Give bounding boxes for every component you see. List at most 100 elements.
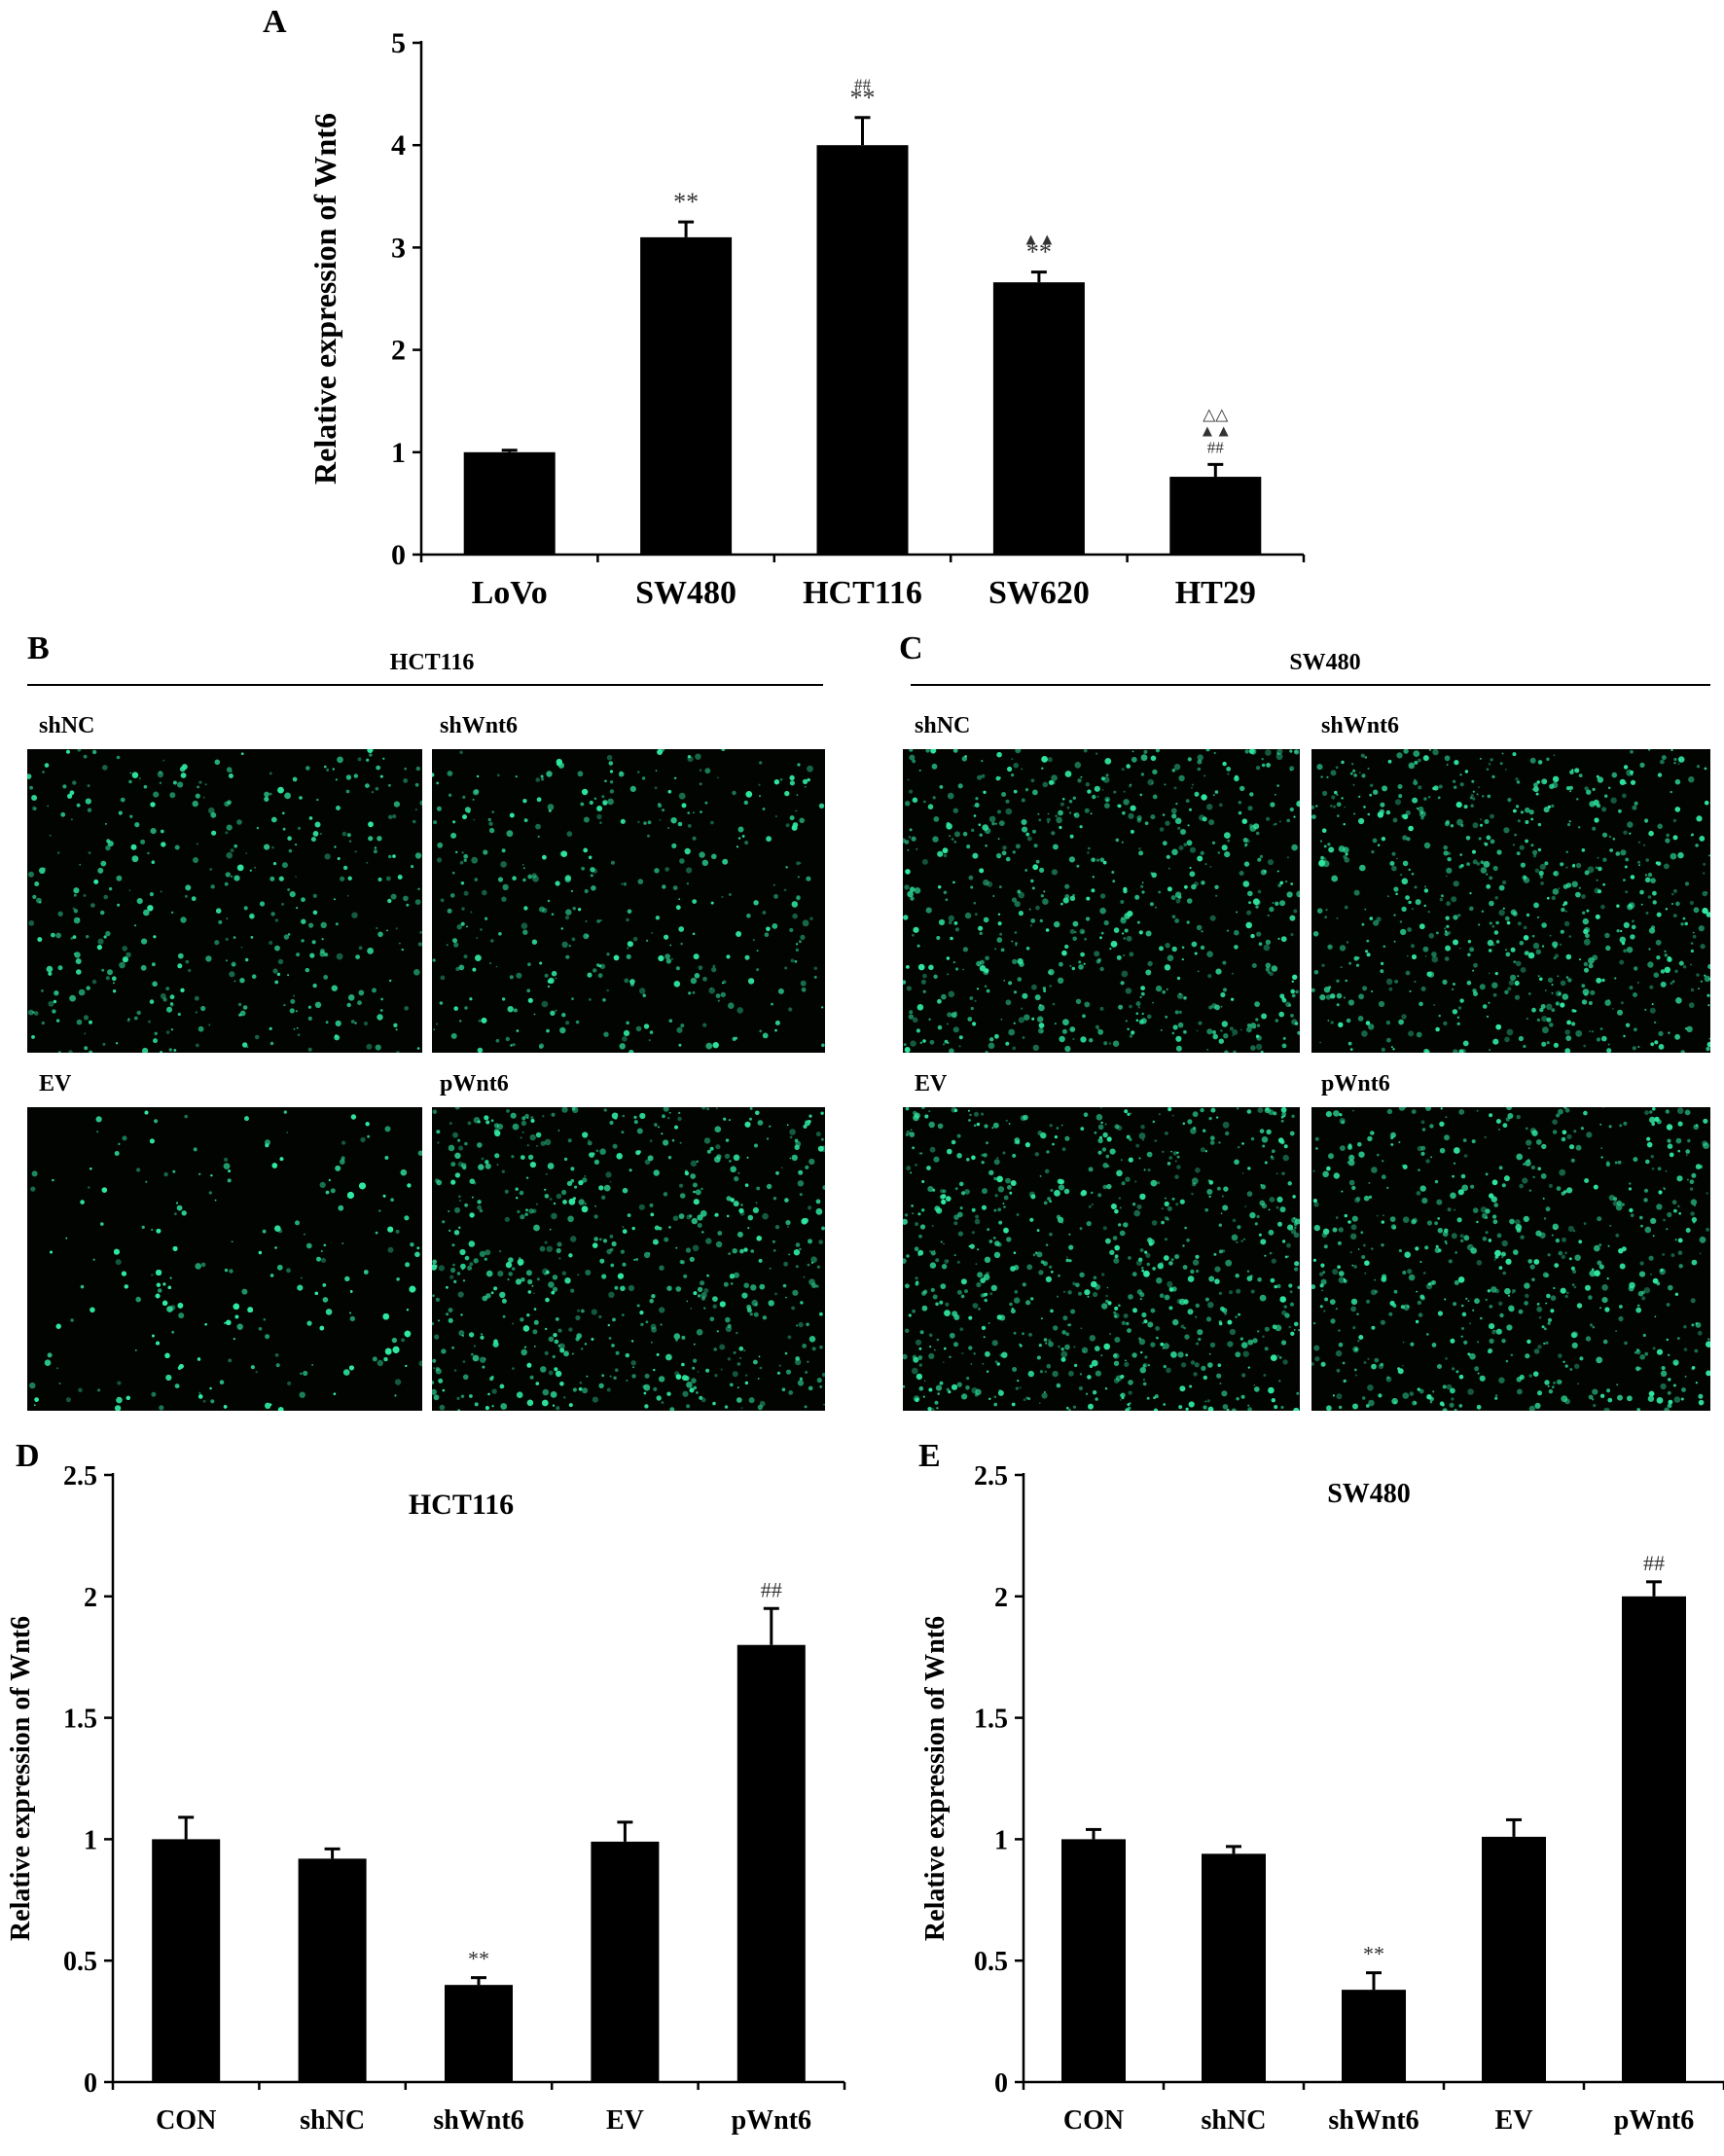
annotation-a-sw480-0: ** xyxy=(673,188,699,216)
bar-e-pwnt6 xyxy=(1622,1596,1686,2082)
y-tick-label-e-0: 0 xyxy=(994,2068,1008,2099)
annotation-a-hct116-1: ## xyxy=(854,76,872,94)
bar-d-shnc xyxy=(298,1858,367,2082)
y-tick-label-e-2: 1 xyxy=(994,1825,1008,1855)
micrograph-c-shnc xyxy=(903,749,1300,1053)
category-label-e-ev: EV xyxy=(1495,2105,1533,2136)
micro-label-b-4: pWnt6 xyxy=(440,1071,509,1096)
y-tick-label-a-3: 3 xyxy=(391,232,406,264)
panel-c-rule xyxy=(911,684,1710,686)
micrograph-b-pwnt6 xyxy=(432,1107,825,1411)
bar-a-sw480 xyxy=(640,236,733,555)
y-tick-label-e-1: 0.5 xyxy=(974,1947,1008,1977)
micrograph-c-pwnt6 xyxy=(1311,1107,1710,1411)
bar-e-shnc xyxy=(1202,1853,1266,2082)
annotation-e-pwnt6-0: ## xyxy=(1643,1551,1665,1575)
panel-letter-e: E xyxy=(918,1438,941,1474)
micro-label-c-1: shNC xyxy=(915,713,971,738)
y-axis-label-a: Relative expression of Wnt6 xyxy=(307,113,342,485)
micro-label-b-1: shNC xyxy=(39,713,95,738)
y-tick-label-e-3: 1.5 xyxy=(974,1705,1008,1735)
y-tick-label-d-4: 2 xyxy=(84,1583,97,1613)
bar-a-sw620 xyxy=(992,282,1085,555)
y-tick-label-d-0: 0 xyxy=(84,2068,97,2099)
annotation-e-shwnt6-0: ** xyxy=(1363,1942,1384,1966)
annotation-a-ht29-2: △△ xyxy=(1203,405,1229,423)
micrograph-cells xyxy=(903,1107,1300,1411)
bar-d-con xyxy=(152,1839,221,2082)
micrograph-cells xyxy=(903,749,1300,1053)
panel-letter-a: A xyxy=(263,4,287,40)
panel-b-rule xyxy=(27,684,823,686)
annotation-d-pwnt6-0: ## xyxy=(761,1577,782,1601)
micro-label-c-4: pWnt6 xyxy=(1321,1071,1390,1096)
micrograph-c-ev xyxy=(903,1107,1300,1411)
micrograph-b-ev xyxy=(27,1107,422,1411)
bar-a-ht29 xyxy=(1169,477,1262,555)
category-label-d-con: CON xyxy=(156,2105,216,2136)
micrograph-cells xyxy=(29,1110,422,1411)
panel-letter-b: B xyxy=(27,630,50,666)
annotation-a-hct116-0: ** xyxy=(850,84,876,112)
bar-e-ev xyxy=(1482,1836,1546,2082)
micrograph-cells xyxy=(432,1107,825,1411)
y-axis-label-d: Relative expression of Wnt6 xyxy=(6,1616,36,1941)
y-tick-label-a-2: 2 xyxy=(391,335,406,367)
chart-a: 012345LoVo**SW480**##HCT116**▲▲SW620##▲▲… xyxy=(307,27,1306,611)
micro-label-c-3: EV xyxy=(915,1071,948,1096)
annotation-d-shwnt6-0: ** xyxy=(468,1947,489,1971)
category-label-a-sw620: SW620 xyxy=(988,575,1090,611)
micrograph-cells xyxy=(1311,749,1710,1053)
panel-b-title: HCT116 xyxy=(389,650,475,675)
annotation-a-ht29-0: ## xyxy=(1207,438,1225,456)
y-tick-label-d-5: 2.5 xyxy=(63,1461,97,1491)
category-label-a-sw480: SW480 xyxy=(635,575,736,611)
annotation-a-sw620-1: ▲▲ xyxy=(1023,231,1056,249)
bar-e-con xyxy=(1061,1839,1126,2082)
micro-label-c-2: shWnt6 xyxy=(1321,713,1400,738)
y-tick-label-d-3: 1.5 xyxy=(63,1705,97,1735)
y-tick-label-a-1: 1 xyxy=(391,437,406,469)
micrograph-cells xyxy=(1311,1107,1710,1411)
y-tick-label-a-0: 0 xyxy=(391,539,406,571)
y-tick-label-a-5: 5 xyxy=(391,27,406,59)
category-label-e-shnc: shNC xyxy=(1202,2105,1267,2136)
y-tick-label-e-5: 2.5 xyxy=(974,1461,1008,1491)
chart-title-e: SW480 xyxy=(1327,1479,1411,1509)
panel-letter-c: C xyxy=(899,630,923,666)
micrograph-cells xyxy=(432,749,825,1053)
bar-a-hct116 xyxy=(816,145,909,555)
chart-e: 0 0.5 1 1.5 2 2.5 CON shNC ** shWnt6 EV ## pWnt6 Rela… xyxy=(920,1461,1724,2136)
category-label-e-con: CON xyxy=(1063,2105,1124,2136)
bar-d-ev xyxy=(591,1841,660,2082)
category-label-d-ev: EV xyxy=(606,2105,644,2136)
micrograph-b-shwnt6 xyxy=(432,749,825,1053)
annotation-a-ht29-1: ▲▲ xyxy=(1199,421,1232,440)
y-tick-label-a-4: 4 xyxy=(391,129,406,162)
category-label-d-shwnt6: shWnt6 xyxy=(433,2105,523,2136)
category-label-e-shwnt6: shWnt6 xyxy=(1328,2105,1419,2136)
y-axis-label-e: Relative expression of Wnt6 xyxy=(920,1616,951,1941)
category-label-a-ht29: HT29 xyxy=(1175,575,1256,611)
category-label-d-shnc: shNC xyxy=(300,2105,365,2136)
y-tick-label-d-2: 1 xyxy=(84,1825,97,1855)
category-label-a-hct116: HCT116 xyxy=(803,575,922,611)
y-tick-label-e-4: 2 xyxy=(994,1583,1008,1613)
category-label-a-lovo: LoVo xyxy=(472,575,548,611)
category-label-e-pwnt6: pWnt6 xyxy=(1614,2105,1694,2136)
y-tick-label-d-1: 0.5 xyxy=(63,1947,97,1977)
micrograph-b-shnc xyxy=(27,749,422,1053)
annotation-a-sw620-0: ** xyxy=(1026,238,1052,267)
panel-c-title: SW480 xyxy=(1289,650,1361,675)
category-label-d-pwnt6: pWnt6 xyxy=(732,2105,811,2136)
chart-d: 0 0.5 1 1.5 2 2.5 CON shNC ** shWnt6 EV ## pWnt6 Rela… xyxy=(6,1461,846,2136)
bar-d-shwnt6 xyxy=(445,1985,513,2082)
micrograph-cells xyxy=(27,749,422,1053)
micrograph-c-shwnt6 xyxy=(1311,749,1710,1053)
chart-title-d: HCT116 xyxy=(409,1489,514,1521)
micro-label-b-3: EV xyxy=(39,1071,72,1096)
panel-letter-d: D xyxy=(16,1438,40,1474)
bar-d-pwnt6 xyxy=(736,1644,806,2082)
bar-a-lovo xyxy=(463,451,556,555)
bar-e-shwnt6 xyxy=(1342,1990,1406,2082)
